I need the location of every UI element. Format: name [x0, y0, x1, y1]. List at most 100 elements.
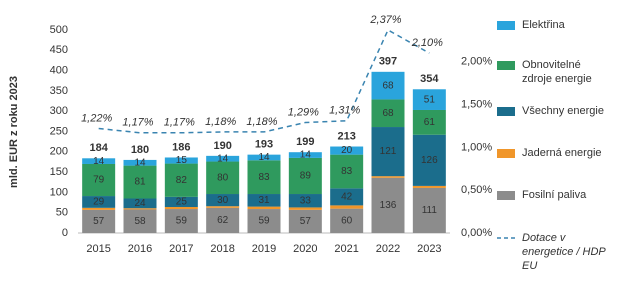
bar-segment [164, 209, 198, 233]
line [98, 28, 430, 134]
y-tick-label: 250 [50, 125, 68, 137]
total-label: 184 [89, 142, 108, 154]
y2-tick-label: 2,00% [461, 56, 492, 68]
y-tick-label: 200 [50, 146, 68, 158]
line-label: 2,37% [369, 14, 401, 26]
bar-segment [123, 208, 157, 210]
x-tick-label: 2019 [252, 243, 276, 255]
x-tick-label: 2015 [86, 243, 110, 255]
data-label: 14 [93, 156, 105, 167]
legend-swatch [497, 21, 515, 30]
x-tick-label: 2018 [210, 243, 234, 255]
legend-label: Všechny energie [522, 105, 604, 117]
bar-segment [206, 207, 240, 233]
data-label: 62 [217, 215, 229, 226]
bar-segment [330, 188, 364, 206]
bar-segment [164, 163, 198, 197]
y-tick-label: 500 [50, 24, 68, 36]
bar-segment [247, 154, 281, 161]
bar-segment [371, 127, 405, 177]
bar-segment [412, 89, 446, 110]
bar-segment [288, 194, 322, 208]
x-tick-label: 2017 [169, 243, 193, 255]
bar-segment [164, 157, 198, 164]
data-label: 121 [380, 146, 397, 157]
bar-segment [123, 198, 157, 209]
line-label: 2,10% [411, 37, 443, 49]
y-tick-label: 400 [50, 65, 68, 77]
legend-swatch [497, 149, 515, 158]
line-label: 1,29% [288, 106, 319, 118]
y-tick-label: 100 [50, 186, 68, 198]
y-tick-label: 350 [50, 85, 68, 97]
bar-segment [330, 146, 364, 155]
data-label: 24 [134, 198, 146, 209]
bar-segment [206, 194, 240, 207]
line-label: 1,17% [164, 117, 195, 129]
data-label: 81 [134, 177, 146, 188]
data-label: 83 [258, 172, 270, 183]
y-tick-label: 50 [56, 207, 68, 219]
data-label: 51 [424, 94, 436, 105]
bar-segment [371, 71, 405, 100]
data-label: 14 [258, 152, 270, 163]
bar-segment [412, 109, 446, 135]
legend-label: Fosilní paliva [522, 189, 587, 201]
bar-segment [288, 207, 322, 210]
line-label: 1,17% [122, 117, 153, 129]
total-label: 193 [255, 139, 273, 151]
bar-segment [123, 209, 157, 233]
bar-segment [82, 163, 116, 197]
line-label: 1,31% [329, 105, 360, 117]
data-label: 59 [258, 216, 270, 227]
total-label: 213 [337, 130, 355, 142]
y-axis-label: mld. EUR z roku 2023 [8, 76, 20, 188]
data-label: 20 [341, 145, 353, 156]
data-label: 14 [217, 153, 229, 164]
data-label: 58 [134, 216, 146, 227]
bar-segment [288, 209, 322, 233]
bar-segment [371, 99, 405, 128]
x-tick-label: 2016 [128, 243, 152, 255]
bar-segment [247, 194, 281, 207]
bar-segment [82, 207, 116, 210]
legend-swatch [497, 191, 515, 200]
bar-segment [82, 209, 116, 233]
data-label: 83 [341, 166, 353, 177]
legend-label: Jaderná energie [522, 147, 602, 159]
bar-segment [371, 177, 405, 233]
y2-tick-label: 0,00% [461, 227, 492, 239]
bar-segment [206, 206, 240, 208]
data-label: 42 [341, 192, 353, 203]
data-label: 29 [93, 197, 105, 208]
legend-swatch [497, 107, 515, 116]
data-label: 82 [176, 175, 188, 186]
data-label: 15 [176, 155, 188, 166]
y-tick-label: 300 [50, 105, 68, 117]
data-label: 25 [176, 197, 188, 208]
data-label: 111 [422, 205, 438, 216]
bar-segment [123, 165, 157, 199]
bar-segment [247, 206, 281, 210]
bar-segment [164, 196, 198, 208]
total-label: 186 [172, 141, 190, 153]
bar-segment [412, 187, 446, 233]
legend-label: Dotace v energetice / HDP EU [522, 232, 606, 272]
y-tick-label: 150 [50, 166, 68, 178]
data-label: 31 [258, 195, 270, 206]
data-label: 60 [341, 215, 353, 226]
data-label: 68 [382, 108, 394, 119]
bar-segment [330, 205, 364, 209]
x-tick-label: 2022 [376, 243, 400, 255]
x-tick-label: 2021 [334, 243, 358, 255]
data-label: 89 [300, 171, 312, 182]
bar-segment [82, 196, 116, 208]
total-label: 199 [296, 136, 314, 148]
total-label: 397 [379, 56, 397, 68]
bar-segment [412, 185, 446, 188]
total-label: 180 [131, 144, 149, 156]
y2-tick-label: 1,00% [461, 141, 492, 153]
bar-segment [247, 209, 281, 233]
